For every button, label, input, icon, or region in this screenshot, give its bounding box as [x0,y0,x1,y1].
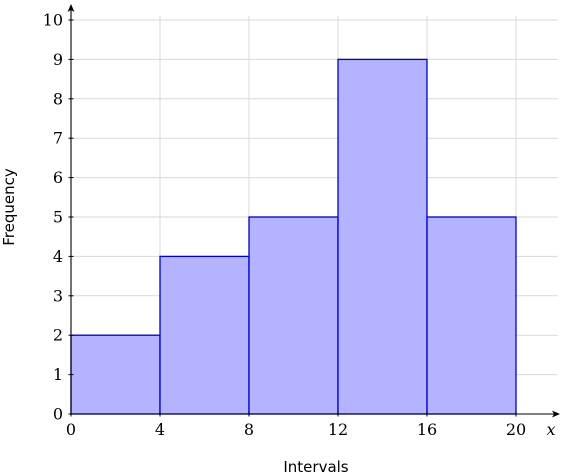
y-tick-label: 6 [53,168,63,187]
x-tick-labels: 0 4 8 12 16 20 [66,420,526,439]
x-tick-label: 12 [328,420,348,439]
y-tick-labels: 0 1 2 3 4 5 6 7 8 9 10 [43,11,63,424]
y-tick-label: 3 [53,286,63,305]
y-axis-label: Frequency [0,168,18,246]
x-tick-label: 4 [155,420,165,439]
y-tick-label: 8 [53,89,63,108]
y-tick-label: 10 [43,11,63,30]
histogram-bar [70,334,161,415]
y-axis-arrowhead [67,4,75,12]
y-tick-label: 7 [53,129,63,148]
x-axis-variable-label: x [546,420,555,439]
histogram-bar [248,216,339,415]
x-axis-arrowhead [552,410,560,418]
y-tick-label: 0 [53,405,63,424]
y-tick-label: 2 [53,326,63,345]
histogram-bar [159,255,250,415]
y-tick-label: 4 [53,247,63,266]
y-tick-label: 1 [53,365,63,384]
histogram-bar [426,216,517,415]
x-tick-label: 20 [506,420,526,439]
y-tick-label: 5 [53,208,63,227]
x-tick-label: 0 [66,420,76,439]
axes [67,4,560,418]
x-tick-label: 16 [417,420,437,439]
x-axis-label: Intervals [283,458,348,475]
y-tick-label: 9 [53,50,63,69]
histogram-bars [70,58,517,415]
histogram-bar [337,58,428,415]
x-tick-label: 8 [244,420,254,439]
